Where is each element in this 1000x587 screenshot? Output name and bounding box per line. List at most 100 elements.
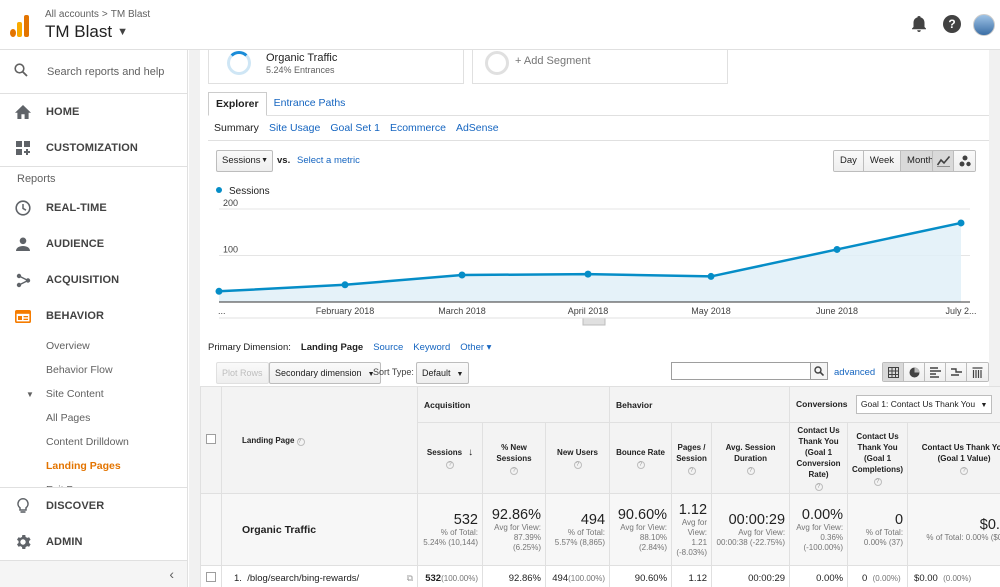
help-glyph: ?	[943, 15, 961, 33]
header-pages-session[interactable]: Pages / Session?	[671, 422, 713, 494]
sidebar-sub-landing-pages[interactable]: Landing Pages	[46, 460, 121, 472]
table-search-button[interactable]	[810, 362, 828, 380]
sidebar-sub-behavior-flow[interactable]: Behavior Flow	[46, 364, 113, 376]
sidebar-item-audience[interactable]: AUDIENCE	[0, 226, 187, 262]
sidebar-item-label: REAL-TIME	[46, 202, 107, 214]
row-value-value: $0.00	[914, 573, 938, 584]
header-new-sessions-label: % New Sessions	[496, 442, 532, 463]
data-table-icon[interactable]	[883, 363, 904, 381]
table-toolbar: Plot Rows Secondary dimension ▼ Sort Type…	[216, 362, 989, 384]
row-new-users-value: 494	[552, 573, 569, 584]
subtab-summary[interactable]: Summary	[214, 122, 259, 134]
tab-entrance-paths[interactable]: Entrance Paths	[273, 97, 346, 109]
secondary-dimension-button[interactable]: Secondary dimension ▼	[269, 362, 381, 384]
advanced-filter-link[interactable]: advanced	[834, 367, 876, 378]
row-new-users-pct: (100.00%)	[568, 574, 606, 583]
sidebar-item-label: BEHAVIOR	[46, 310, 105, 322]
dimension-keyword[interactable]: Keyword	[413, 342, 451, 353]
subtab-site-usage[interactable]: Site Usage	[268, 122, 321, 134]
table-row[interactable]: 1. /blog/search/bing-rewards/⧉ 532(100.0…	[200, 565, 1000, 587]
chart-range-handle	[582, 317, 606, 326]
dimension-other[interactable]: Other ▾	[460, 342, 491, 353]
series-area	[219, 222, 961, 302]
pie-chart-icon[interactable]	[904, 363, 925, 381]
comparison-icon[interactable]	[946, 363, 967, 381]
search-placeholder: Search reports and help	[47, 65, 165, 78]
total-completions-sub: % of Total: 0.00% (37)	[863, 527, 904, 547]
property-selector[interactable]: TM Blast ▼	[45, 22, 128, 42]
subtab-adsense[interactable]: AdSense	[455, 122, 499, 134]
sidebar-item-home[interactable]: HOME	[0, 94, 187, 130]
top-bar: All accounts > TM Blast TM Blast ▼ ?	[0, 0, 1000, 50]
total-sessions: 532	[453, 511, 478, 528]
table-view-toggle	[882, 362, 989, 382]
segment-subtitle: 5.24% Entrances	[266, 65, 335, 75]
header-goal-value[interactable]: Contact Us Thank You (Goal 1 Value)?	[907, 422, 1000, 494]
dimension-source[interactable]: Source	[373, 342, 404, 353]
sidebar-item-admin[interactable]: ADMIN	[0, 524, 187, 560]
row-value-pct: (0.00%)	[943, 574, 972, 583]
add-segment-button[interactable]: + Add Segment	[472, 50, 728, 84]
sidebar-item-customization[interactable]: CUSTOMIZATION	[0, 130, 187, 166]
sidebar-item-behavior[interactable]: BEHAVIOR	[0, 298, 187, 334]
sessions-chart: Sessions 100 200... February 2018 March 2018…	[208, 178, 989, 328]
select-all-cell	[200, 386, 222, 494]
row-index: 1.	[234, 573, 242, 584]
analytics-logo[interactable]	[10, 13, 32, 37]
motion-chart-icon[interactable]	[954, 151, 975, 171]
sidebar-sub-overview[interactable]: Overview	[46, 340, 90, 352]
header-avg-duration[interactable]: Avg. Session Duration?	[711, 422, 791, 494]
goal-select[interactable]: Goal 1: Contact Us Thank You ▼	[855, 395, 993, 414]
sidebar-item-discover[interactable]: DISCOVER	[0, 488, 187, 524]
sidebar-sub-site-content[interactable]: ▼ Site Content	[0, 382, 187, 406]
sidebar-collapse-button[interactable]: ‹	[0, 560, 187, 587]
pivot-icon[interactable]	[967, 363, 988, 381]
subtab-goal-set-1[interactable]: Goal Set 1	[330, 122, 380, 134]
plot-rows-button[interactable]: Plot Rows	[216, 362, 269, 384]
header-new-users[interactable]: New Users?	[544, 422, 611, 494]
sort-type-select[interactable]: Default ▼	[416, 362, 470, 384]
landing-page-link[interactable]: /blog/search/bing-rewards/	[247, 573, 360, 584]
help-icon[interactable]: ?	[942, 14, 962, 34]
sidebar-sub-all-pages[interactable]: All Pages	[46, 412, 91, 424]
line-chart-icon[interactable]	[933, 151, 954, 171]
header-bounce-rate[interactable]: Bounce Rate?	[609, 422, 673, 494]
segment-organic-traffic[interactable]: Organic Traffic 5.24% Entrances	[208, 50, 464, 84]
subtab-ecommerce[interactable]: Ecommerce	[389, 122, 446, 134]
sidebar-search[interactable]: Search reports and help	[0, 50, 187, 94]
bar-chart-icon[interactable]	[925, 363, 946, 381]
sidebar-item-acquisition[interactable]: ACQUISITION	[0, 262, 187, 298]
x-tick-label: May 2018	[691, 306, 731, 316]
breadcrumb-all-accounts[interactable]: All accounts	[45, 9, 99, 20]
reports-heading: Reports	[0, 166, 187, 190]
total-completions: 0	[894, 511, 904, 528]
select-metric-link[interactable]: Select a metric	[297, 155, 360, 166]
bell-icon[interactable]	[909, 14, 929, 34]
select-all-checkbox[interactable]	[206, 433, 216, 444]
row-checkbox[interactable]	[206, 572, 216, 582]
search-icon	[14, 63, 32, 80]
header-sessions[interactable]: Sessions ↓?	[417, 422, 483, 494]
period-week-button[interactable]: Week	[863, 151, 902, 171]
breadcrumb-account[interactable]: TM Blast	[110, 9, 151, 20]
report-table: Landing Page ? Acquisition Behavior Conv…	[200, 386, 1000, 587]
header-conversion-rate[interactable]: Contact Us Thank You (Goal 1 Conversion …	[789, 422, 849, 494]
tab-explorer[interactable]: Explorer	[208, 92, 267, 116]
table-search-input[interactable]	[671, 362, 811, 380]
gear-icon	[14, 534, 32, 550]
avatar[interactable]	[973, 14, 995, 36]
add-segment-label: + Add Segment	[515, 55, 591, 67]
report-tabs: Explorer Entrance Paths	[208, 92, 989, 116]
total-conv-rate-sub: Avg for View: 0.36% (-100.00%)	[796, 522, 844, 552]
period-day-button[interactable]: Day	[834, 151, 864, 171]
period-month-button[interactable]: Month	[901, 151, 940, 171]
header-new-sessions[interactable]: % New Sessions?	[482, 422, 546, 494]
row-landing-page: 1. /blog/search/bing-rewards/ ⧉	[221, 565, 418, 587]
header-completions[interactable]: Contact Us Thank You (Goal 1 Completions…	[847, 422, 909, 494]
data-point	[458, 271, 466, 279]
metric-select[interactable]: Sessions ▼	[216, 150, 273, 172]
header-landing-page[interactable]: Landing Page ?	[221, 386, 418, 494]
sidebar-item-realtime[interactable]: REAL-TIME	[0, 190, 187, 226]
open-external-icon[interactable]: ⧉	[406, 573, 413, 583]
sidebar-sub-content-drilldown[interactable]: Content Drilldown	[46, 436, 129, 448]
